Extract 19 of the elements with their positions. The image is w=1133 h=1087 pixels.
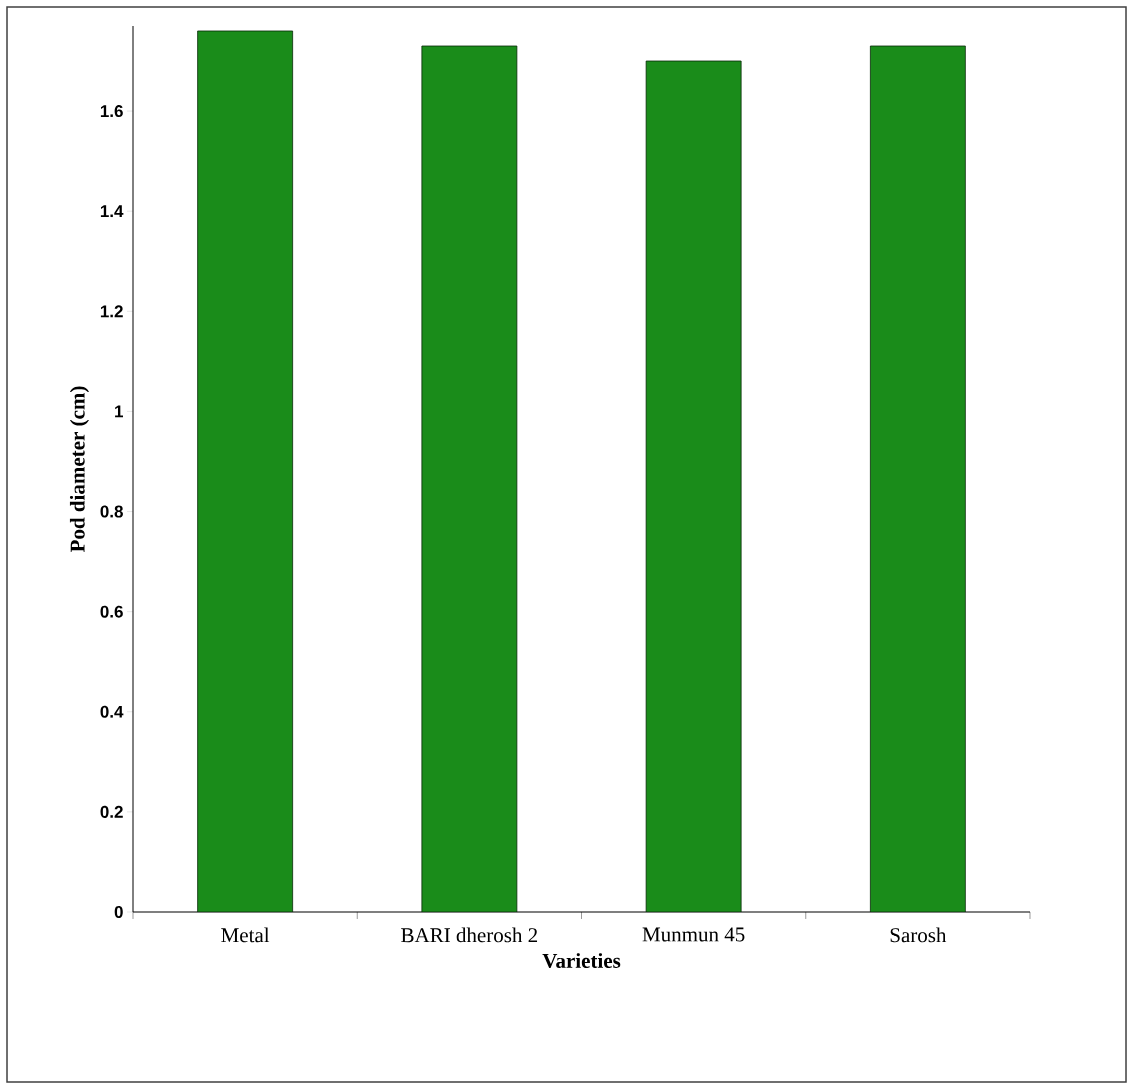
bar xyxy=(645,60,742,912)
y-tick-label: 1.4 xyxy=(100,205,124,218)
bar xyxy=(197,30,294,912)
y-tick-label: 0 xyxy=(114,905,123,919)
y-tick-label: 0.4 xyxy=(100,705,124,718)
y-tick-label: 1.6 xyxy=(100,105,123,118)
y-tick-label: 1.2 xyxy=(100,305,123,318)
y-tick-label: 0.2 xyxy=(100,805,123,818)
x-tick-label: Metal xyxy=(221,927,270,943)
x-tick-label: BARI dherosh 2 xyxy=(401,927,538,943)
x-tick-label: Sarosh xyxy=(890,927,947,943)
y-tick-label: 1 xyxy=(115,405,123,418)
bar xyxy=(421,45,518,912)
y-tick-label: 0.8 xyxy=(100,505,123,518)
x-axis-title: Varieties xyxy=(542,953,621,969)
y-axis-title: Pod diameter (cm) xyxy=(69,386,89,553)
bar xyxy=(869,45,966,912)
x-tick-label: Munmun 45 xyxy=(642,927,745,942)
y-tick-label: 0.6 xyxy=(100,605,123,618)
